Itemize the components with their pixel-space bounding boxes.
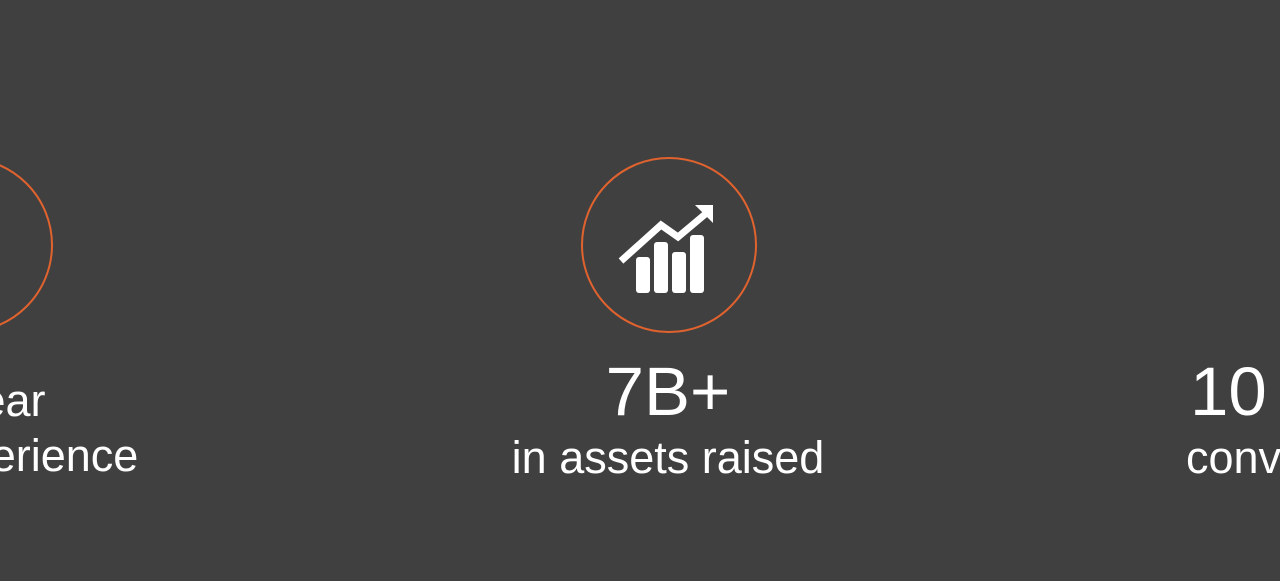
stat-icon-circle <box>0 157 53 333</box>
stat-caption-line-2: perience <box>0 430 139 481</box>
stat-card-assets-raised: 7B+ in assets raised <box>458 0 878 581</box>
stat-caption: in assets raised <box>511 432 825 483</box>
stat-icon-circle <box>581 157 757 333</box>
stat-value: 7B+ <box>605 353 731 430</box>
stat-card-conversions: 10 conv <box>1186 0 1280 581</box>
stat-value: 10 <box>1190 353 1267 430</box>
stat-caption: ear perience <box>0 373 174 483</box>
stat-caption-line-1: ear <box>0 375 46 426</box>
growth-chart-icon <box>618 205 713 293</box>
stat-card-experience: ear perience <box>0 0 174 581</box>
stat-caption: conv <box>1186 432 1280 483</box>
